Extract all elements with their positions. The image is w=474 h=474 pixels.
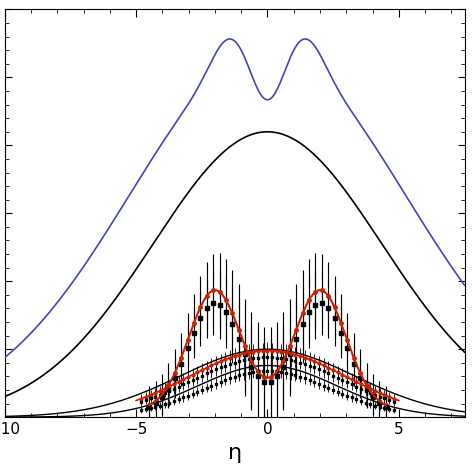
- X-axis label: η: η: [228, 443, 242, 463]
